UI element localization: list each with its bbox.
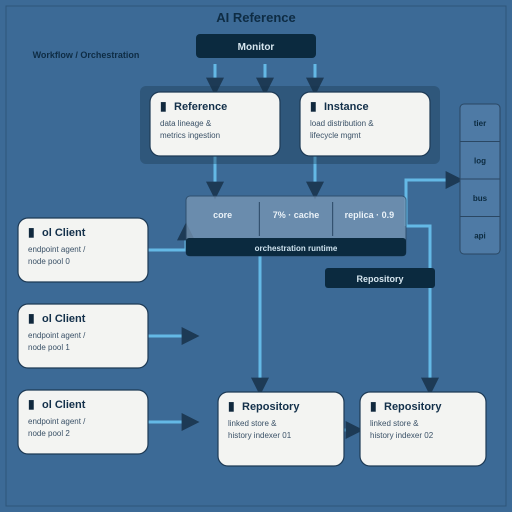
- pill-secondary: Repository: [325, 268, 435, 288]
- client-box-client-2: ▮ ol Client endpoint agent / node pool 1: [18, 304, 148, 368]
- top-box-ref-a: ▮ Reference data lineage & metrics ingestio…: [150, 92, 280, 156]
- server-icon: ▮: [28, 397, 35, 411]
- sidebar-label-0: tier: [474, 119, 486, 128]
- top-box-ref-b: ▮ Instance load distribution & lifecycle mg…: [300, 92, 430, 156]
- edge-5: [148, 226, 186, 250]
- sidebar-label-2: bus: [473, 194, 488, 203]
- client-box-client-3: ▮ ol Client endpoint agent / node pool 2: [18, 390, 148, 454]
- header-pill-label: Monitor: [238, 42, 275, 53]
- service-box-svc-a-title: Repository: [242, 401, 300, 413]
- client-box-client-1-sub2: node pool 0: [28, 257, 70, 266]
- sidebar-label-1: log: [474, 156, 486, 165]
- service-box-svc-b-sub2: history indexer 02: [370, 431, 434, 440]
- center-seg-0: core: [213, 210, 232, 220]
- edge-9: [406, 226, 430, 392]
- server-icon: ▮: [160, 99, 167, 113]
- server-icon: ▮: [228, 399, 235, 413]
- service-box-svc-a: ▮ Repository linked store & history indexer…: [218, 392, 344, 466]
- client-box-client-3-title: ol Client: [42, 399, 86, 411]
- header-left-note: Workflow / Orchestration: [33, 50, 140, 60]
- client-box-client-2-sub: endpoint agent /: [28, 331, 86, 340]
- client-box-client-3-sub: endpoint agent /: [28, 417, 86, 426]
- client-box-client-1-sub: endpoint agent /: [28, 245, 86, 254]
- top-box-ref-b-sub: load distribution &: [310, 119, 374, 128]
- service-box-svc-a-sub2: history indexer 01: [228, 431, 292, 440]
- center-seg-1: 7% · cache: [273, 210, 320, 220]
- service-box-svc-b-sub: linked store &: [370, 419, 419, 428]
- client-box-client-3-sub2: node pool 2: [28, 429, 70, 438]
- sidebar-stub: tier log bus api: [460, 104, 500, 254]
- top-box-ref-a-sub: data lineage &: [160, 119, 212, 128]
- client-box-client-2-title: ol Client: [42, 313, 86, 325]
- server-icon: ▮: [370, 399, 377, 413]
- pill-secondary-label: Repository: [356, 274, 403, 284]
- client-box-client-1-title: ol Client: [42, 227, 86, 239]
- server-icon: ▮: [28, 225, 35, 239]
- header-small: AI Reference: [216, 10, 295, 25]
- client-box-client-2-sub2: node pool 1: [28, 343, 70, 352]
- service-box-svc-b: ▮ Repository linked store & history indexer…: [360, 392, 486, 466]
- server-icon: ▮: [28, 311, 35, 325]
- top-box-ref-a-title: Reference: [174, 101, 227, 113]
- client-box-client-1: ▮ ol Client endpoint agent / node pool 0: [18, 218, 148, 282]
- server-icon: ▮: [310, 99, 317, 113]
- sidebar-label-3: api: [474, 231, 486, 240]
- header-pill: Monitor: [196, 34, 316, 58]
- center-seg-2: replica · 0.9: [345, 210, 395, 220]
- top-box-ref-a-sub2: metrics ingestion: [160, 131, 220, 140]
- service-box-svc-a-sub: linked store &: [228, 419, 277, 428]
- center-panel: core 7% · cache replica · 0.9 orchestration…: [186, 196, 406, 256]
- top-box-ref-b-title: Instance: [324, 101, 369, 113]
- service-box-svc-b-title: Repository: [384, 401, 442, 413]
- center-footer: orchestration runtime: [255, 244, 338, 253]
- edge-10: [406, 180, 460, 226]
- top-box-ref-b-sub2: lifecycle mgmt: [310, 131, 361, 140]
